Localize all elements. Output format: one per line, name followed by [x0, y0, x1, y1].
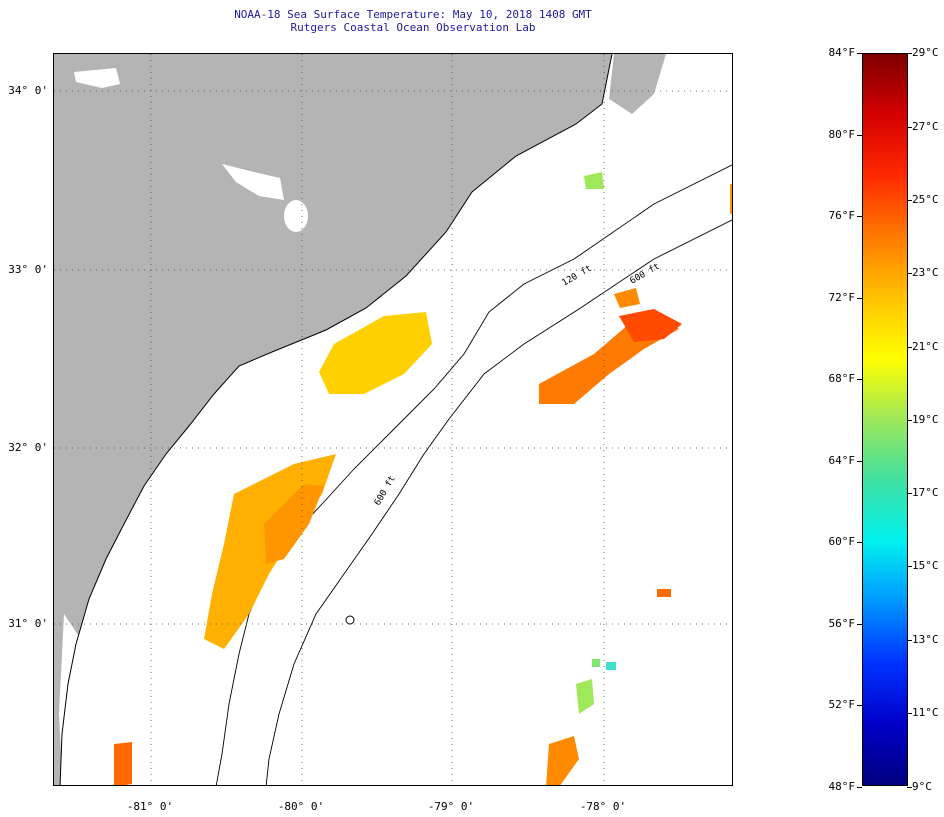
colorbar-f-label: 68°F	[828, 372, 856, 385]
map-subtitle: Rutgers Coastal Ocean Observation Lab	[290, 21, 536, 34]
coastline	[59, 54, 613, 785]
colorbar-c-tick	[907, 493, 912, 494]
colorbar-c-label: 21°C	[912, 340, 939, 353]
colorbar-c-tick	[907, 640, 912, 641]
contour-label: 600 ft	[373, 474, 398, 507]
lat-lon-grid	[54, 54, 732, 785]
colorbar-f-tick	[857, 787, 862, 788]
colorbar-f-label: 84°F	[828, 46, 856, 59]
colorbar-c-tick	[907, 787, 912, 788]
colorbar-f-tick	[857, 624, 862, 625]
colorbar-f-label: 56°F	[828, 617, 856, 630]
contour-ring	[345, 615, 355, 625]
colorbar-c-label: 17°C	[912, 486, 939, 499]
sst-patch	[264, 484, 324, 564]
contour-label: 120 ft	[561, 264, 594, 289]
colorbar-c-label: 11°C	[912, 706, 939, 719]
sst-patch	[614, 288, 640, 308]
sst-patch	[592, 659, 600, 667]
colorbar-c-label: 19°C	[912, 413, 939, 426]
land-patch	[74, 68, 120, 88]
sst-patch	[730, 184, 732, 214]
contour-600ft	[265, 219, 732, 785]
colorbar-c-label: 13°C	[912, 633, 939, 646]
colorbar-f-label: 48°F	[828, 780, 856, 793]
sst-patch	[576, 679, 594, 714]
land-patch	[222, 164, 284, 200]
map-canvas: 120 ft 600 ft 600 ft	[54, 54, 732, 785]
colorbar-f-tick	[857, 461, 862, 462]
colorbar-c-tick	[907, 420, 912, 421]
colorbar-c-tick	[907, 713, 912, 714]
lon-label-81: -81° 0'	[126, 800, 174, 813]
lat-label-33: 33° 0'	[8, 263, 48, 276]
lon-label-79: -79° 0'	[427, 800, 475, 813]
colorbar-c-label: 23°C	[912, 266, 939, 279]
colorbar-f-tick	[857, 135, 862, 136]
colorbar-f-tick	[857, 298, 862, 299]
land-patch	[59, 614, 84, 774]
colorbar-f-label: 76°F	[828, 209, 856, 222]
contour-120ft	[215, 164, 732, 785]
lat-label-34: 34° 0'	[8, 84, 48, 97]
lat-label-31: 31° 0'	[8, 617, 48, 630]
colorbar-f-label: 60°F	[828, 535, 856, 548]
sst-patch	[546, 736, 579, 785]
lat-label-32: 32° 0'	[8, 441, 48, 454]
map-title: NOAA-18 Sea Surface Temperature: May 10,…	[234, 8, 592, 21]
colorbar-f-tick	[857, 216, 862, 217]
land-mass-ne	[609, 54, 666, 114]
colorbar-f-tick	[857, 542, 862, 543]
sst-patch	[584, 172, 604, 189]
sst-patch	[606, 662, 616, 670]
colorbar-c-tick	[907, 127, 912, 128]
colorbar-c-tick	[907, 53, 912, 54]
sst-map: 120 ft 600 ft 600 ft	[53, 53, 733, 786]
lon-label-78: -78° 0'	[579, 800, 627, 813]
colorbar-c-label: 25°C	[912, 193, 939, 206]
sst-patch	[619, 309, 682, 342]
colorbar-c-label: 9°C	[912, 780, 932, 793]
colorbar-c-tick	[907, 347, 912, 348]
colorbar-f-tick	[857, 705, 862, 706]
colorbar-f-label: 52°F	[828, 698, 856, 711]
colorbar-f-label: 80°F	[828, 128, 856, 141]
colorbar-c-label: 27°C	[912, 120, 939, 133]
colorbar-f-label: 72°F	[828, 291, 856, 304]
colorbar-c-tick	[907, 273, 912, 274]
colorbar-c-tick	[907, 200, 912, 201]
sst-patch	[319, 312, 432, 394]
colorbar-c-tick	[907, 566, 912, 567]
colorbar-c-label: 29°C	[912, 46, 939, 59]
temperature-colorbar	[862, 53, 908, 786]
colorbar-f-tick	[857, 379, 862, 380]
land-patch	[284, 200, 308, 232]
lon-label-80: -80° 0'	[277, 800, 325, 813]
land-mass	[54, 54, 612, 785]
colorbar-f-label: 64°F	[828, 454, 856, 467]
colorbar-c-label: 15°C	[912, 559, 939, 572]
sst-patch	[114, 742, 132, 785]
colorbar-f-tick	[857, 53, 862, 54]
sst-patch	[657, 589, 671, 597]
